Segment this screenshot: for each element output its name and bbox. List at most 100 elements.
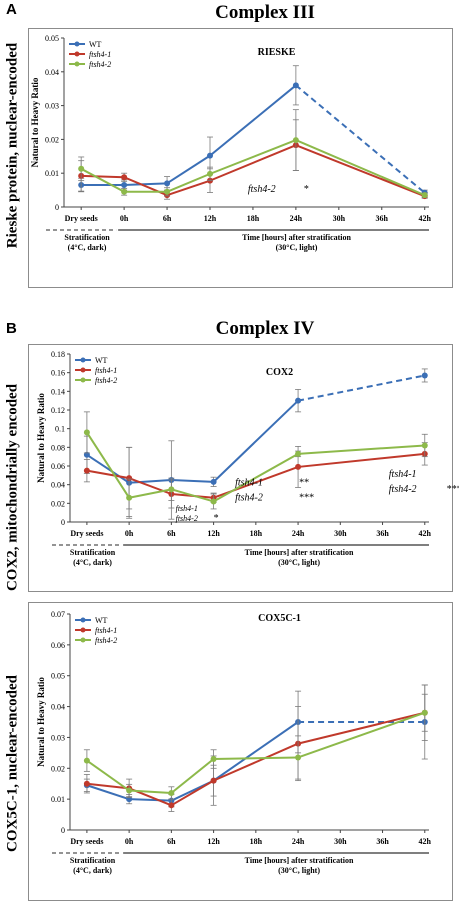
time-label: Time [hours] after stratification	[242, 233, 351, 242]
legend-swatch-marker	[80, 357, 86, 363]
chart-box-cox5c1	[28, 602, 453, 901]
y-tick-label: 0.08	[51, 443, 65, 452]
x-tick-label: 30h	[334, 529, 347, 538]
series-line-WT	[129, 798, 172, 802]
data-point-WT	[164, 180, 171, 187]
data-point-WT	[295, 397, 302, 404]
series-line-ftsh4-2	[298, 444, 425, 455]
data-point-ftsh4-2	[168, 486, 175, 493]
y-tick-label: 0.18	[51, 350, 65, 359]
significance-annotation: ftsh4-2	[176, 514, 198, 523]
panel-letter-b: B	[6, 320, 17, 337]
y-tick-label: 0	[61, 518, 65, 527]
series-line-ftsh4-1	[209, 144, 297, 182]
side-label-cox5c1: COX5C-1, nuclear-encoded	[4, 675, 21, 852]
significance-annotation: ftsh4-2	[248, 184, 276, 195]
data-point-WT	[292, 82, 299, 89]
series-line-ftsh4-2	[171, 488, 214, 503]
series-line-ftsh4-2	[86, 431, 130, 499]
chart-title: COX5C-1	[258, 613, 301, 624]
series-line-ftsh4-2	[170, 758, 215, 794]
x-tick-label: 18h	[247, 214, 260, 223]
legend-swatch-marker	[74, 61, 80, 67]
series-line-ftsh4-2	[166, 172, 211, 193]
data-point-ftsh4-2	[126, 787, 133, 794]
data-point-ftsh4-2	[164, 188, 171, 195]
series-line-ftsh4-2	[213, 756, 299, 761]
series-line-ftsh4-1	[297, 452, 425, 468]
stratification-label: Stratification	[70, 548, 116, 557]
time-label: Time [hours] after stratification	[245, 856, 354, 865]
series-line-ftsh4-1	[86, 469, 130, 480]
x-tick-label: 12h	[207, 529, 220, 538]
data-point-WT	[210, 478, 217, 485]
x-tick-label: 30h	[333, 214, 346, 223]
stratification-sublabel: (4°C, dark)	[73, 558, 112, 567]
stratification-sublabel: (4°C, dark)	[68, 243, 107, 252]
y-tick-label: 0.02	[45, 135, 59, 144]
data-point-ftsh4-1	[210, 777, 217, 784]
x-tick-label: Dry seeds	[70, 529, 103, 538]
data-point-ftsh4-1	[121, 174, 128, 181]
legend-swatch-marker	[80, 367, 86, 373]
x-tick-label: 24h	[290, 214, 303, 223]
series-line-ftsh4-2	[213, 452, 299, 503]
legend-label: ftsh4-1	[95, 626, 117, 635]
y-tick-label: 0.04	[51, 481, 65, 490]
x-tick-label: 6h	[167, 837, 176, 846]
x-tick-label: 24h	[292, 529, 305, 538]
series-line-WT	[86, 453, 130, 484]
legend-label: WT	[95, 616, 108, 625]
data-point-ftsh4-1	[83, 780, 90, 787]
y-tick-label: 0.06	[51, 462, 65, 471]
series-line-ftsh4-2	[209, 139, 297, 175]
x-tick-label: 0h	[120, 214, 129, 223]
data-point-ftsh4-2	[421, 709, 428, 716]
series-line-ftsh4-1	[295, 144, 426, 198]
significance-annotation: *	[214, 513, 219, 524]
stratification-label: Stratification	[70, 856, 116, 865]
x-tick-label: 42h	[418, 214, 431, 223]
x-tick-label: 30h	[334, 837, 347, 846]
y-tick-label: 0.02	[51, 499, 65, 508]
data-point-ftsh4-2	[168, 789, 175, 796]
series-line-WT	[166, 154, 211, 185]
series-line-ftsh4-2	[80, 167, 125, 193]
series-line-WT	[86, 784, 130, 801]
side-label-cox2: COX2, mitochondrially encoded	[4, 383, 21, 592]
series-line-WT	[171, 479, 214, 483]
panel-title-complex-iii: Complex III	[215, 2, 315, 23]
y-axis-label: Natural to Heavy Ratio	[36, 393, 46, 483]
significance-annotation: ftsh4-1	[389, 469, 417, 480]
series-line-ftsh4-2	[295, 139, 426, 197]
data-point-ftsh4-2	[292, 137, 299, 144]
data-point-ftsh4-1	[295, 463, 302, 470]
significance-annotation: ***	[299, 493, 314, 504]
x-tick-label: Dry seeds	[65, 214, 98, 223]
series-line-WT	[129, 479, 172, 484]
significance-annotation: **	[299, 478, 309, 489]
data-point-ftsh4-2	[207, 170, 213, 177]
legend-swatch-marker	[80, 377, 86, 383]
series-line-WT	[209, 84, 297, 157]
x-tick-label: 36h	[376, 214, 389, 223]
series-line-WT	[212, 399, 299, 483]
series-line-ftsh4-2	[129, 789, 172, 794]
x-tick-label: 12h	[207, 837, 220, 846]
series-line-ftsh4-1	[166, 179, 211, 197]
series-line-ftsh4-1	[170, 779, 215, 807]
legend-label: ftsh4-2	[95, 636, 117, 645]
y-tick-label: 0.01	[51, 795, 65, 804]
x-tick-label: 12h	[204, 214, 217, 223]
chart-box-cox2	[28, 344, 453, 592]
legend-swatch-marker	[80, 637, 86, 643]
series-line-WT	[124, 182, 168, 187]
series-line-ftsh4-1	[86, 782, 130, 790]
time-label: Time [hours] after stratification	[245, 548, 354, 557]
data-point-ftsh4-1	[126, 475, 133, 482]
legend-label: ftsh4-1	[95, 366, 117, 375]
legend-swatch-marker	[80, 627, 86, 633]
significance-annotation: ftsh4-2	[235, 493, 263, 504]
data-point-ftsh4-2	[210, 756, 217, 763]
y-axis-label: Natural to Heavy Ratio	[36, 677, 46, 767]
